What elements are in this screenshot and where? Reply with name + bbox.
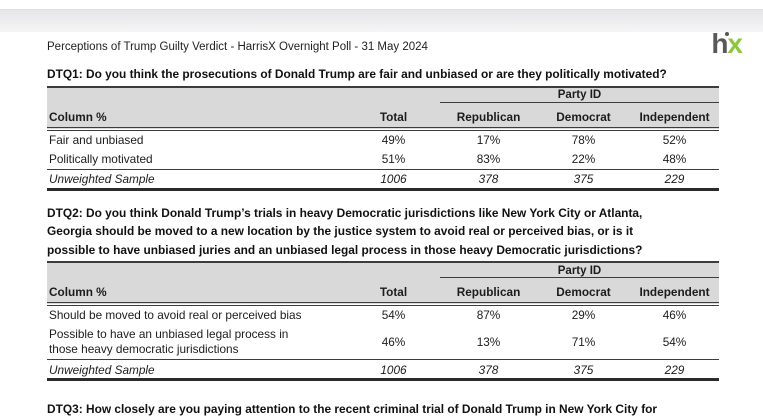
cell-independent: 54% (662, 334, 687, 349)
cell-total: 51% (381, 151, 406, 166)
cell-republican: 83% (476, 151, 501, 166)
document-title: Perceptions of Trump Guilty Verdict - Ha… (47, 41, 428, 53)
cell-republican: 17% (476, 132, 501, 147)
row-label: Unweighted Sample (47, 359, 347, 381)
harrisx-logo-h: h (711, 28, 728, 59)
harrisx-logo: hx (711, 28, 743, 59)
question-heading-dtq3: DTQ3: How closely are you paying attenti… (47, 402, 658, 416)
table-row: Should be moved to avoid real or perceiv… (47, 304, 719, 325)
cell-republican: 378 (440, 359, 537, 381)
cell-democrat: 22% (571, 151, 596, 166)
harrisx-logo-dot-icon (725, 32, 729, 36)
column-header-republican: Republican (440, 102, 537, 131)
cell-independent: 48% (662, 151, 687, 166)
column-header-democrat: Democrat (537, 102, 630, 131)
cell-total: 49% (381, 132, 406, 147)
cell-democrat: 375 (537, 359, 630, 381)
column-header-total: Total (347, 277, 440, 306)
row-label: Should be moved to avoid real or perceiv… (49, 308, 302, 322)
party-id-header: Party ID (440, 86, 720, 103)
unweighted-sample-row: Unweighted Sample 1006 378 375 229 (47, 168, 720, 191)
cell-independent: 52% (662, 132, 687, 147)
section-dtq2: DTQ2: Do you think Donald Trump’s trials… (47, 204, 720, 381)
cell-independent: 229 (630, 359, 720, 381)
column-header-democrat: Democrat (537, 277, 630, 306)
span-header-spacer (47, 86, 440, 102)
span-header-spacer (47, 262, 440, 278)
table-row: Politically motivated 51% 83% 22% 48% (47, 150, 719, 170)
column-header-column-pct: Column % (47, 277, 347, 306)
cell-total: 1006 (347, 168, 440, 191)
row-label: Politically motivated (49, 151, 153, 166)
cell-total: 46% (381, 334, 406, 349)
question-heading-dtq1: DTQ1: Do you think the prosecutions of D… (47, 67, 667, 81)
cell-republican: 378 (440, 168, 537, 191)
cell-republican: 87% (476, 308, 501, 322)
harrisx-logo-x: x (727, 28, 743, 59)
row-label: Fair and unbiased (49, 132, 144, 147)
column-header-independent: Independent (630, 277, 720, 306)
row-label: Unweighted Sample (47, 168, 347, 191)
column-header-independent: Independent (630, 102, 720, 131)
question-heading-dtq2: DTQ2: Do you think Donald Trump’s trials… (47, 205, 643, 257)
column-header-republican: Republican (440, 277, 537, 306)
cell-total: 1006 (347, 359, 440, 381)
row-label: Possible to have an unbiased legal proce… (49, 327, 289, 356)
span-header-row: Party ID (47, 262, 720, 278)
span-header-row: Party ID (47, 86, 720, 103)
column-header-column-pct: Column % (47, 102, 347, 131)
section-dtq1: DTQ1: Do you think the prosecutions of D… (47, 65, 720, 191)
document-page: Perceptions of Trump Guilty Verdict - Ha… (47, 40, 720, 419)
cell-democrat: 71% (571, 334, 596, 349)
cell-democrat: 78% (571, 132, 596, 147)
table-row: Fair and unbiased 49% 17% 78% 52% (47, 129, 719, 150)
party-id-header: Party ID (440, 262, 720, 278)
cell-republican: 13% (476, 334, 501, 349)
window-top-strip (0, 9, 763, 32)
column-header-total: Total (347, 102, 440, 131)
poll-table-dtq2: Party ID Column % Total Republican Democ… (47, 261, 720, 381)
poll-table-dtq1: Party ID Column % Total Republican Democ… (47, 85, 720, 191)
cell-independent: 229 (630, 168, 720, 191)
cell-democrat: 375 (537, 168, 630, 191)
cell-total: 54% (381, 308, 406, 322)
unweighted-sample-row: Unweighted Sample 1006 378 375 229 (47, 359, 720, 381)
cell-independent: 46% (662, 308, 687, 322)
column-header-row: Column % Total Republican Democrat Indep… (47, 277, 720, 306)
table-row: Possible to have an unbiased legal proce… (47, 325, 719, 360)
column-header-row: Column % Total Republican Democrat Indep… (47, 102, 720, 131)
cell-democrat: 29% (571, 308, 596, 322)
